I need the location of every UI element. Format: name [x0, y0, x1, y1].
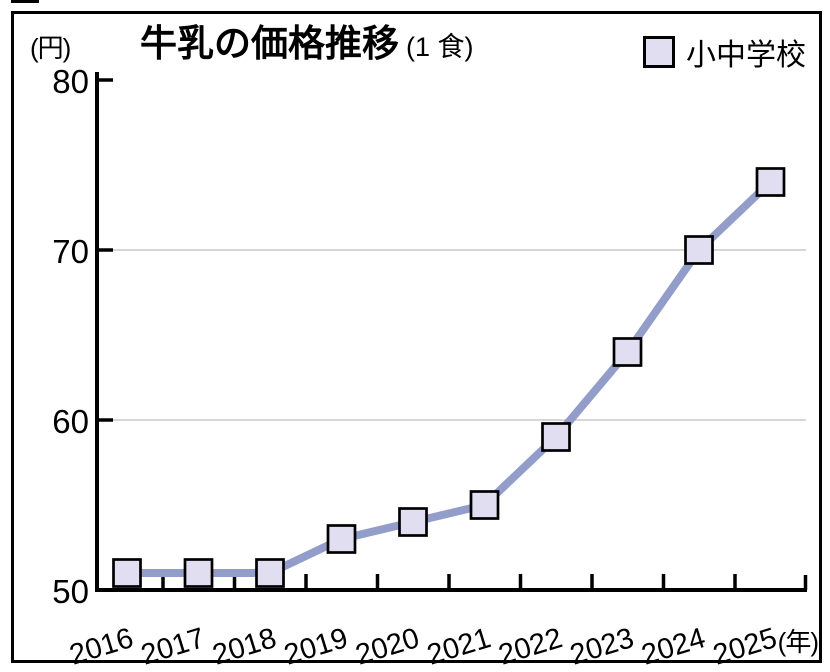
- y-tick-label: 80: [52, 63, 89, 100]
- series-line: [127, 179, 774, 577]
- x-tick-label: 2016: [66, 622, 137, 671]
- data-point-marker: [112, 558, 142, 588]
- data-point-marker: [398, 507, 428, 537]
- data-point-marker: [469, 490, 500, 520]
- data-point-marker: [684, 235, 714, 265]
- x-tick-label: 2023: [566, 622, 637, 671]
- y-tick-label: 60: [52, 403, 89, 440]
- chart-header: 牛乳の価格推移 (1 食): [140, 23, 474, 65]
- y-tick-label: 50: [52, 573, 89, 610]
- x-tick-label: 2017: [137, 622, 208, 671]
- x-tick-label: 2021: [423, 622, 494, 671]
- x-tick-label: 2019: [280, 622, 351, 671]
- chart-title-note: (1 食): [406, 32, 474, 62]
- data-point-marker: [755, 167, 786, 197]
- legend-label: 小中学校: [686, 39, 806, 72]
- page-edge-artifact: [11, 0, 39, 3]
- x-tick-label: 2022: [495, 622, 566, 671]
- chart-frame: [11, 11, 822, 663]
- x-tick-label: 2018: [209, 622, 280, 671]
- x-axis-unit-label: (年): [777, 627, 819, 657]
- axis-lines: [95, 72, 807, 592]
- data-point-marker: [541, 422, 571, 452]
- y-tick-label: 70: [52, 233, 89, 270]
- x-tick-label: 2020: [352, 622, 423, 671]
- chart-title: 牛乳の価格推移: [140, 23, 399, 64]
- data-point-marker: [612, 337, 643, 367]
- x-tick-label: 2025: [709, 622, 780, 671]
- legend-swatch-icon: [643, 36, 675, 68]
- data-point-marker: [326, 524, 357, 554]
- chart-legend: 小中学校: [643, 30, 806, 74]
- data-point-marker: [183, 558, 214, 588]
- x-tick-label: 2024: [638, 622, 709, 671]
- y-axis-unit-label: (円): [30, 33, 71, 63]
- data-point-marker: [255, 558, 285, 588]
